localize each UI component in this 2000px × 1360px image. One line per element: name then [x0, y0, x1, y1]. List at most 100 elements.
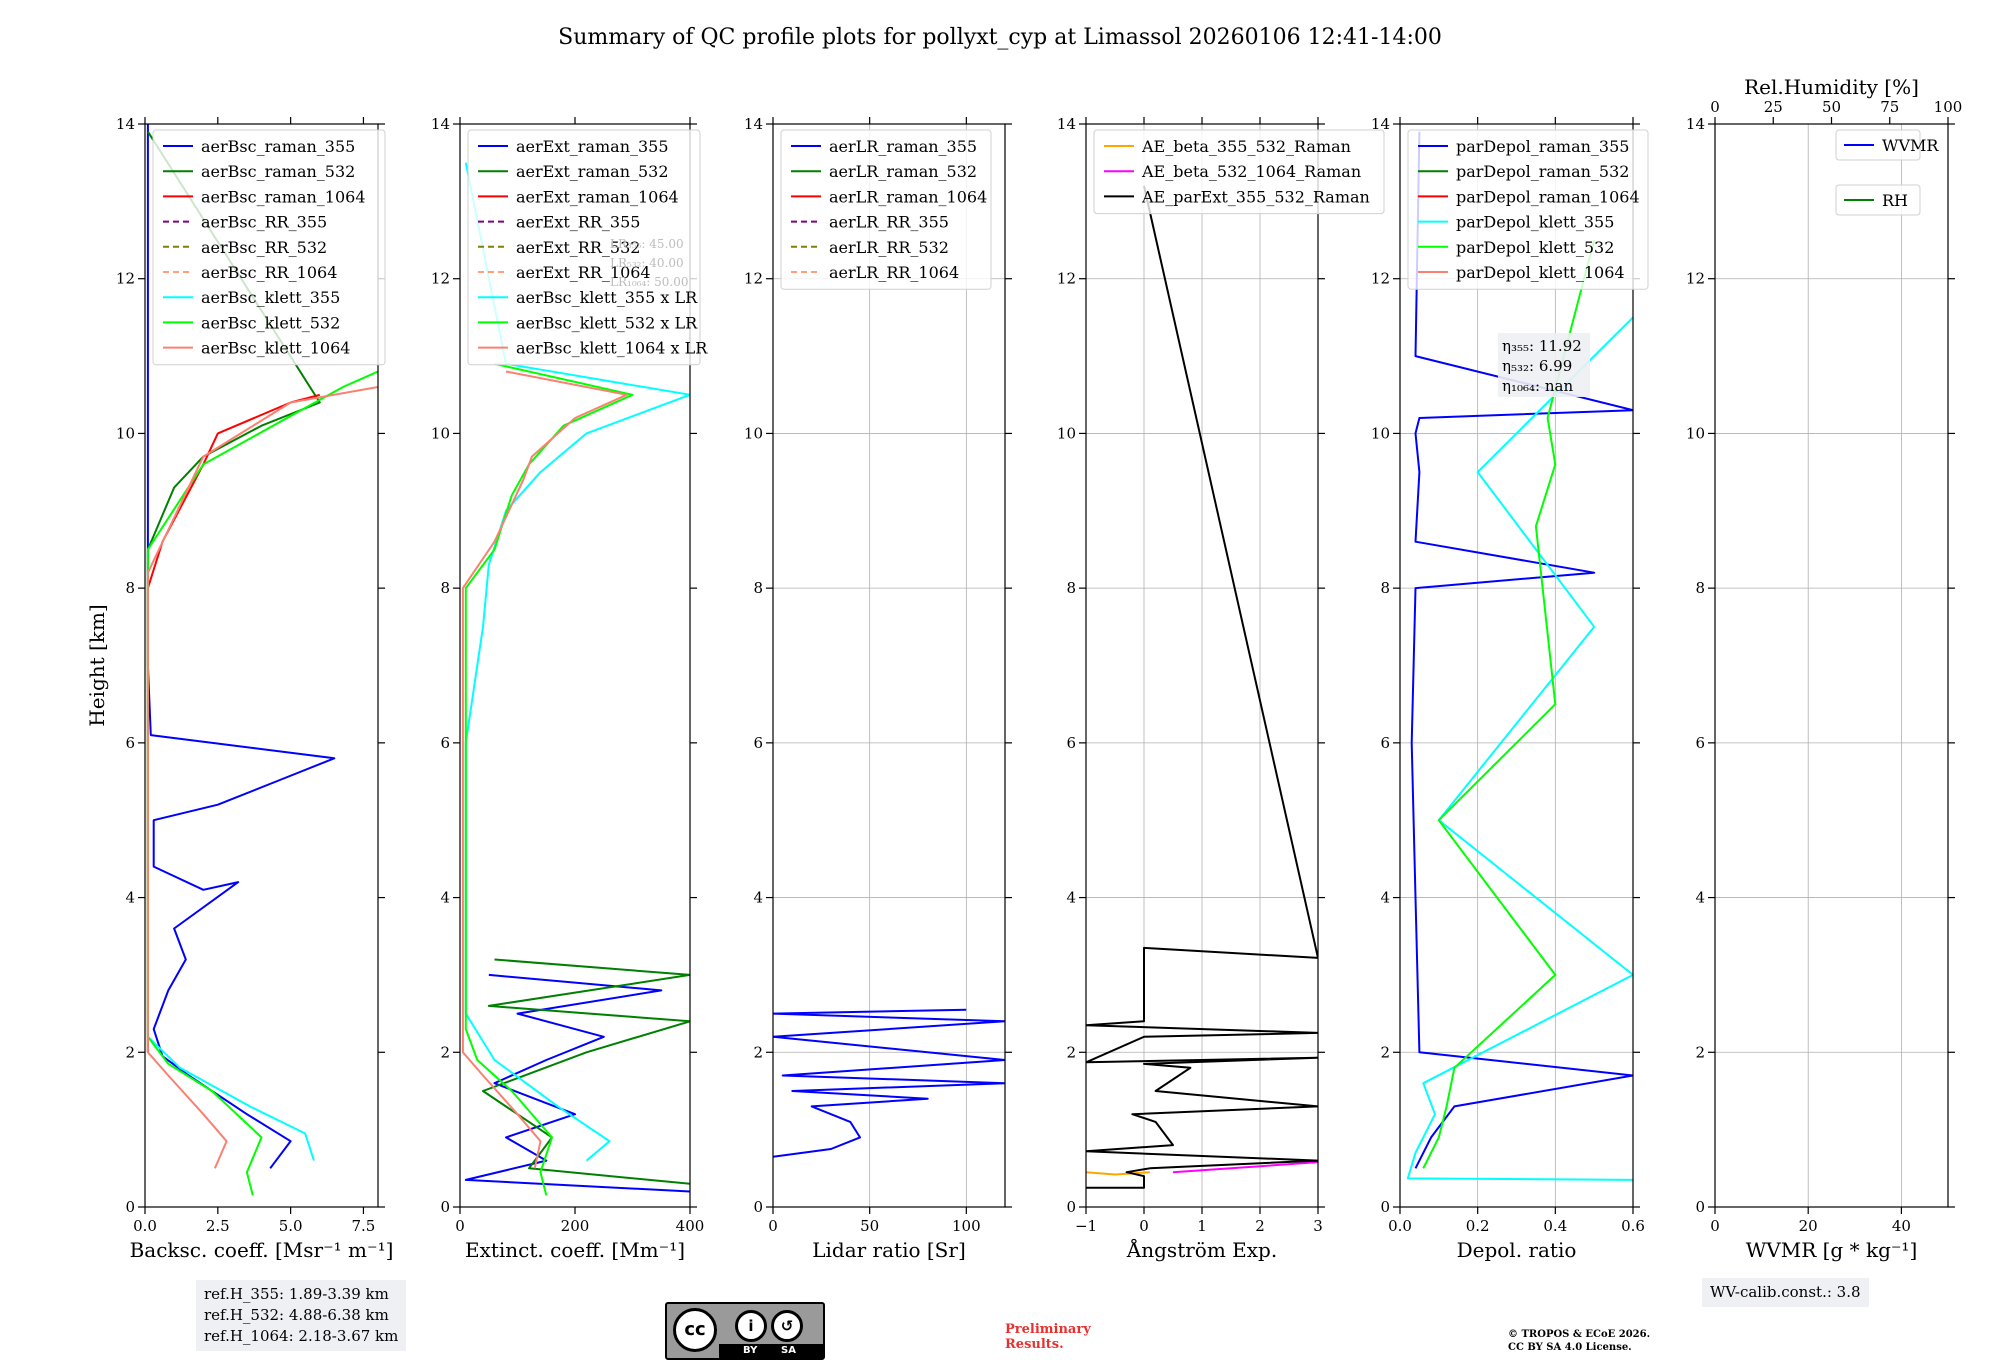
legend-label: RH — [1882, 191, 1908, 210]
x-tick-label: 40 — [1892, 1217, 1911, 1235]
legend-label: aerExt_raman_532 — [516, 162, 669, 181]
y-tick-label: 8 — [440, 579, 450, 597]
axes-frame — [1714, 123, 1949, 1208]
cc-sa-recycle-icon: ↺ — [771, 1310, 803, 1342]
y-tick-label: 0 — [1066, 1198, 1076, 1216]
cc-license-badge[interactable]: cc i ↺ BY SA — [665, 1302, 825, 1360]
y-tick-label: 8 — [753, 579, 763, 597]
x-axis-label: Backsc. coeff. [Msr⁻¹ m⁻¹] — [130, 1238, 394, 1262]
legend-label: parDepol_raman_532 — [1456, 162, 1629, 181]
y-tick-label: 4 — [1695, 889, 1705, 907]
series-line-aerbsc-klett-355 — [147, 1036, 315, 1161]
legend-label: aerLR_raman_1064 — [829, 187, 987, 206]
y-tick-label: 12 — [116, 270, 135, 288]
x2-tick-label: 0 — [1710, 98, 1720, 116]
legend-label: aerLR_raman_355 — [829, 137, 977, 156]
x-axis-label: Lidar ratio [Sr] — [812, 1238, 966, 1262]
legend-box — [1835, 129, 1921, 161]
series-group — [146, 124, 378, 1196]
lidar-ratio-note: LR₅₃₂: 40.00 — [610, 256, 684, 270]
panel-6: 0 2 4 6 8 10 12 14 0 20 40 0 25 50 75 100 Rel.Humidity [… — [1686, 75, 1962, 1262]
legend-label: aerBsc_RR_1064 — [201, 263, 337, 282]
legend-label: aerBsc_raman_1064 — [201, 187, 366, 206]
series-line-aerbsc-klett-1064 — [146, 386, 378, 1169]
legend-label: aerExt_RR_355 — [516, 213, 640, 232]
legend-label: parDepol_raman_1064 — [1456, 187, 1640, 206]
reference-heights-box: ref.H_355: 1.89-3.39 km ref.H_532: 4.88-… — [196, 1280, 407, 1351]
y-tick-label: 0 — [1380, 1198, 1390, 1216]
y-tick-label: 10 — [431, 424, 450, 442]
panel-3: 0 2 4 6 8 10 12 14 0 50 100 Lidar ratio [Sr] aerLR_r… — [744, 115, 1012, 1262]
series-line-ae-beta-532-1064-raman — [1172, 1161, 1318, 1174]
x-tick-label: 1 — [1197, 1217, 1207, 1235]
cc-by-label: BY — [743, 1345, 758, 1356]
legend-label: aerExt_raman_1064 — [516, 187, 679, 206]
series-group — [773, 1008, 1005, 1158]
legend-label: aerLR_raman_532 — [829, 162, 977, 181]
y-tick-label: 14 — [431, 115, 450, 133]
legend: aerExt_raman_355 aerExt_raman_532 aerExt_r… — [467, 129, 708, 366]
x-tick-label: 0.0 — [1388, 1217, 1412, 1235]
series-line-aerbsc-klett-355-x-lr — [464, 162, 690, 1162]
y-tick-label: 4 — [1066, 889, 1076, 907]
x-axis-label: WVMR [g * kg⁻¹] — [1746, 1238, 1918, 1262]
eta-note: η₃₅₅: 11.92 — [1502, 337, 1582, 355]
y-tick-label: 2 — [753, 1043, 763, 1061]
y-tick-label: 14 — [744, 115, 763, 133]
cc-by-person-icon: i — [735, 1310, 767, 1342]
preliminary-results-note: Preliminary Results. — [1005, 1322, 1091, 1352]
y-tick-label: 4 — [125, 889, 135, 907]
x-tick-label: 20 — [1799, 1217, 1818, 1235]
legend: aerBsc_raman_355 aerBsc_raman_532 aerBsc_r… — [152, 129, 386, 366]
y-tick-label: 12 — [744, 270, 763, 288]
series-group — [1406, 131, 1633, 1181]
legend-box — [467, 129, 701, 366]
y-tick-label: 4 — [1380, 889, 1390, 907]
panel-5: 0 2 4 6 8 10 12 14 0.0 0.2 0.4 0.6 Depol. ratio parDe… — [1371, 115, 1649, 1262]
x-tick-label: 5.0 — [279, 1217, 303, 1235]
cc-icon: cc — [673, 1308, 717, 1352]
x-tick-label: 0.0 — [133, 1217, 157, 1235]
x2-tick-label: 75 — [1880, 98, 1899, 116]
legend-label: aerLR_RR_532 — [829, 238, 949, 257]
y-tick-label: 10 — [1686, 424, 1705, 442]
wv-calibration-box: WV-calib.const.: 3.8 — [1702, 1278, 1869, 1307]
x2-tick-label: 100 — [1934, 98, 1963, 116]
y-tick-label: 10 — [744, 424, 763, 442]
legend-label: aerExt_raman_355 — [516, 137, 669, 156]
legend-label: parDepol_raman_355 — [1456, 137, 1629, 156]
x-tick-label: 400 — [676, 1217, 705, 1235]
legend-box — [152, 129, 386, 366]
series-line-aerext-raman-532 — [482, 958, 690, 1185]
y-tick-label: 4 — [440, 889, 450, 907]
x-tick-label: 2.5 — [206, 1217, 230, 1235]
y-tick-label: 12 — [1686, 270, 1705, 288]
legend-label: aerBsc_klett_355 — [201, 288, 340, 307]
x2-axis-label: Rel.Humidity [%] — [1744, 75, 1919, 99]
x-tick-label: 0.2 — [1466, 1217, 1490, 1235]
legend: WVMR RH — [1835, 129, 1939, 216]
y-tick-label: 12 — [1057, 270, 1076, 288]
legend-label: AE_parExt_355_532_Raman — [1141, 187, 1370, 206]
cc-label-bar: BY SA — [719, 1344, 823, 1358]
cc-sa-label: SA — [781, 1345, 796, 1356]
y-tick-label: 14 — [1686, 115, 1705, 133]
panel-1: 0 2 4 6 8 10 12 14 0.0 2.5 5.0 7.5 Backsc. coeff. [M… — [85, 115, 393, 1262]
x2-tick-label: 25 — [1764, 98, 1783, 116]
x-axis-label: Extinct. coeff. [Mm⁻¹] — [465, 1238, 685, 1262]
legend-box — [1407, 129, 1649, 290]
x-tick-label: 3 — [1313, 1217, 1323, 1235]
x-tick-label: 200 — [561, 1217, 590, 1235]
legend-label: aerBsc_klett_1064 — [201, 339, 350, 358]
series-group — [461, 162, 690, 1196]
legend-label: WVMR — [1882, 136, 1939, 155]
x-tick-label: 2 — [1255, 1217, 1265, 1235]
series-line-pardepol-klett-355 — [1406, 316, 1633, 1181]
y-tick-label: 12 — [1371, 270, 1390, 288]
y-tick-label: 14 — [1371, 115, 1390, 133]
legend-label: parDepol_klett_532 — [1456, 238, 1614, 257]
legend-label: aerExt_RR_1064 — [516, 263, 651, 282]
legend-label: aerBsc_raman_532 — [201, 162, 355, 181]
